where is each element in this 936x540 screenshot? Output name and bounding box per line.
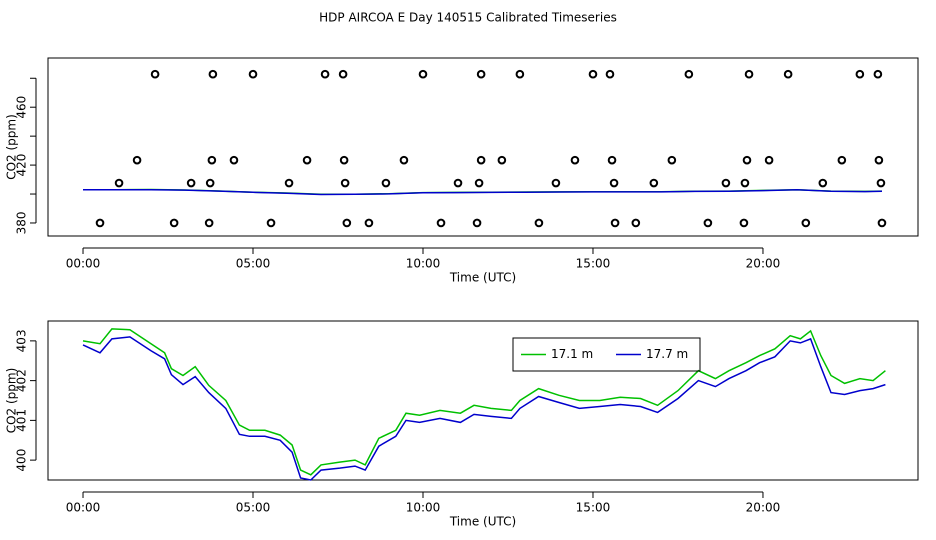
- legend: 17.1 m 17.7 m: [512, 337, 701, 372]
- data-point: [338, 69, 348, 79]
- data-point: [649, 178, 659, 188]
- series-line: [82, 336, 886, 481]
- data-point: [339, 155, 349, 165]
- data-point: [497, 155, 507, 165]
- data-point: [801, 218, 811, 228]
- x-tick-label: 00:00: [66, 257, 101, 271]
- data-point: [436, 218, 446, 228]
- x-axis-label: Time (UTC): [449, 271, 516, 285]
- y-tick-label: 403: [15, 329, 29, 352]
- data-point: [783, 69, 793, 79]
- data-point: [472, 218, 482, 228]
- data-point: [837, 155, 847, 165]
- data-point: [381, 178, 391, 188]
- data-point: [744, 69, 754, 79]
- x-tick-label: 15:00: [576, 257, 611, 271]
- data-point: [876, 178, 886, 188]
- y-tick-label: 380: [15, 212, 29, 235]
- data-point: [609, 178, 619, 188]
- legend-box: [512, 337, 701, 372]
- data-point: [605, 69, 615, 79]
- y-tick-label: 402: [15, 369, 29, 392]
- data-point: [570, 155, 580, 165]
- series-line: [83, 188, 883, 196]
- data-point: [476, 155, 486, 165]
- data-point: [229, 155, 239, 165]
- data-point: [266, 218, 276, 228]
- data-point: [739, 218, 749, 228]
- plot-box: [47, 320, 919, 481]
- data-point: [631, 218, 641, 228]
- data-point: [588, 69, 598, 79]
- data-point: [607, 155, 617, 165]
- y-tick-label: 420: [15, 154, 29, 177]
- data-point: [721, 178, 731, 188]
- data-point: [742, 155, 752, 165]
- data-point: [874, 155, 884, 165]
- y-axis-label: CO2 (ppm): [5, 114, 19, 180]
- data-point: [534, 218, 544, 228]
- data-point: [453, 178, 463, 188]
- data-point: [474, 178, 484, 188]
- data-point: [610, 218, 620, 228]
- x-tick-label: 20:00: [746, 257, 781, 271]
- data-point: [205, 178, 215, 188]
- data-point: [418, 69, 428, 79]
- data-point: [740, 178, 750, 188]
- data-point: [855, 69, 865, 79]
- y-axis-label: CO2 (ppm): [5, 368, 19, 434]
- data-point: [684, 69, 694, 79]
- data-point: [476, 69, 486, 79]
- data-point: [320, 69, 330, 79]
- data-point: [302, 155, 312, 165]
- legend-label: 17.1 m: [551, 347, 593, 361]
- data-point: [340, 178, 350, 188]
- data-point: [703, 218, 713, 228]
- data-point: [818, 178, 828, 188]
- x-tick-label: 05:00: [236, 501, 271, 515]
- data-point: [207, 155, 217, 165]
- x-tick-label: 15:00: [576, 501, 611, 515]
- data-point: [551, 178, 561, 188]
- x-tick-label: 00:00: [66, 501, 101, 515]
- data-point: [204, 218, 214, 228]
- x-tick-label: 10:00: [406, 501, 441, 515]
- data-point: [764, 155, 774, 165]
- x-tick-label: 05:00: [236, 257, 271, 271]
- plot-box: [47, 57, 919, 237]
- data-point: [186, 178, 196, 188]
- data-point: [873, 69, 883, 79]
- data-point: [364, 218, 374, 228]
- data-point: [342, 218, 352, 228]
- data-point: [667, 155, 677, 165]
- data-point: [95, 218, 105, 228]
- x-tick-label: 20:00: [746, 501, 781, 515]
- y-tick-label: 401: [15, 409, 29, 432]
- legend-label: 17.7 m: [646, 347, 688, 361]
- data-point: [208, 69, 218, 79]
- data-point: [284, 178, 294, 188]
- y-tick-label: 460: [15, 96, 29, 119]
- x-axis-label: Time (UTC): [449, 515, 516, 529]
- y-tick-label: 400: [15, 449, 29, 472]
- data-point: [132, 155, 142, 165]
- data-point: [169, 218, 179, 228]
- data-point: [515, 69, 525, 79]
- data-point: [877, 218, 887, 228]
- data-point: [399, 155, 409, 165]
- data-point: [248, 69, 258, 79]
- series-line: [82, 328, 886, 476]
- x-tick-label: 10:00: [406, 257, 441, 271]
- data-point: [150, 69, 160, 79]
- figure-title: HDP AIRCOA E Day 140515 Calibrated Times…: [319, 11, 617, 25]
- data-point: [114, 178, 124, 188]
